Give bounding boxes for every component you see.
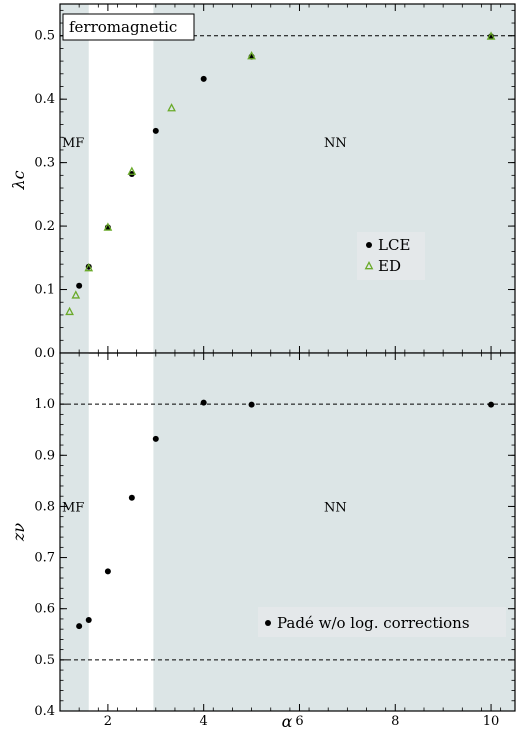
- y-tick-label: 0.6: [34, 602, 55, 617]
- y-tick-label: 0.5: [34, 29, 55, 44]
- box-label-text: ferromagnetic: [69, 18, 177, 36]
- legend-entry: ED: [378, 257, 401, 275]
- region-mf-shade: [60, 4, 89, 353]
- legend-marker-ed: [364, 260, 374, 270]
- panel-box-label: ferromagnetic: [62, 13, 195, 41]
- y-tick-label: 0.4: [34, 92, 55, 107]
- legend-entry: Padé w/o log. corrections: [277, 614, 470, 632]
- y-tick-label: 0.1: [34, 283, 55, 298]
- legend-box: [357, 232, 425, 280]
- data-point-pad: [128, 494, 135, 501]
- legend: Padé w/o log. corrections: [258, 607, 506, 637]
- data-point-pad: [200, 399, 207, 406]
- y-tick-label: 0.5: [34, 653, 55, 668]
- y-axis-label-top: λc: [9, 170, 28, 190]
- y-tick-label: 0.3: [34, 156, 55, 171]
- y-tick-label: 1.0: [34, 397, 55, 412]
- x-tick-label: 8: [391, 714, 399, 729]
- data-point-ed: [486, 31, 496, 40]
- data-point-pad: [85, 616, 92, 623]
- region-label-mf: MF: [62, 136, 84, 151]
- x-tick-label: 10: [483, 714, 500, 729]
- data-point-ed: [247, 51, 256, 60]
- y-tick-label: 0.7: [34, 551, 55, 566]
- y-tick-label: 0.4: [34, 704, 55, 719]
- data-point-lce: [200, 75, 207, 82]
- x-tick-label: 2: [104, 714, 112, 729]
- data-point-pad: [488, 401, 495, 408]
- data-point-ed: [84, 262, 94, 272]
- y-tick-label: 0.8: [34, 499, 55, 514]
- region-label-mf: MF: [62, 501, 84, 516]
- y-tick-label: 0.9: [34, 448, 55, 463]
- legend-entry: LCE: [378, 236, 410, 254]
- panel-lambda-c: MF NN 0.0 0.1 0.2 0.3 0.4 0.5 LCE ED ferromagnetic: [34, 3, 516, 361]
- region-label-nn: NN: [324, 136, 347, 151]
- region-mf-shade: [60, 353, 89, 711]
- data-point-ed: [167, 103, 176, 112]
- y-axis-label-bottom: zν: [9, 523, 28, 542]
- region-nn-shade: [153, 353, 516, 711]
- data-point-pad: [152, 435, 159, 442]
- data-point-ed: [127, 166, 137, 175]
- y-tick-label: 0.2: [34, 219, 55, 234]
- plot-frame: [59, 352, 516, 712]
- data-point-ed: [71, 290, 81, 299]
- legend-marker-lce: [366, 242, 372, 248]
- box-label-frame: [62, 13, 195, 41]
- data-point-pad: [104, 568, 111, 575]
- data-point-lce: [152, 127, 159, 134]
- legend: LCE ED: [357, 232, 425, 280]
- panel-z-nu: MF NN 0.4 0.5 0.6 0.7 0.8 0.9 1.0 2 4 6 8 10 Padé w/o …: [34, 352, 516, 729]
- y-tick-label: 0.0: [34, 346, 55, 361]
- data-point-ed: [65, 306, 74, 316]
- x-axis-label: α: [282, 712, 293, 730]
- legend-marker-pade: [265, 620, 271, 626]
- data-point-pad: [76, 623, 83, 630]
- x-tick-label: 4: [200, 714, 208, 729]
- legend-box: [258, 607, 506, 637]
- x-tick-label: 6: [295, 714, 303, 729]
- data-point-pad: [248, 401, 255, 408]
- region-label-nn: NN: [324, 501, 347, 516]
- data-point-ed: [103, 222, 113, 231]
- region-nn-shade: [153, 4, 516, 353]
- data-point-lce: [76, 282, 83, 289]
